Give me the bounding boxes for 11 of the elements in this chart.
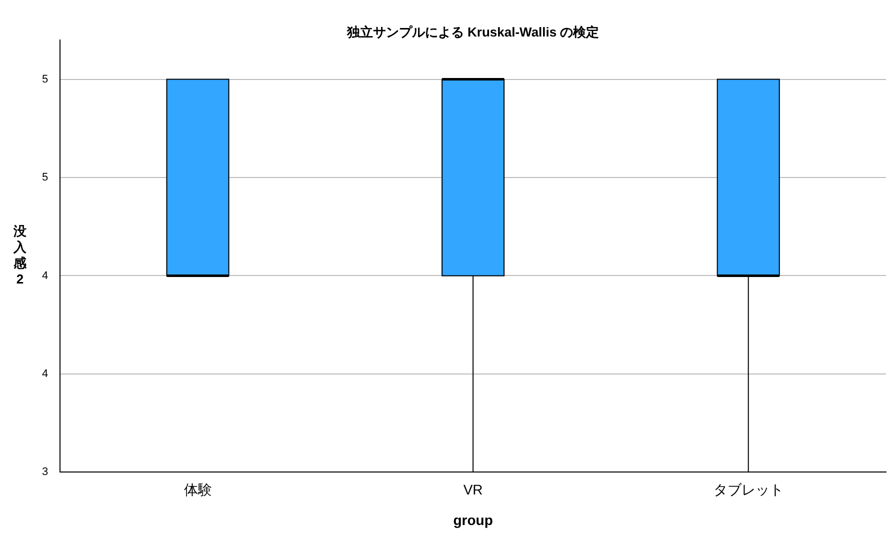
y-tick-label: 4: [42, 270, 48, 282]
chart-title: 独立サンプルによる Kruskal-Wallis の検定: [346, 24, 600, 40]
y-axis-title: 没入感2: [12, 224, 28, 287]
x-tick-label: VR: [463, 481, 483, 498]
x-axis-title: group: [453, 512, 493, 528]
y-tick-label: 4: [42, 368, 48, 380]
x-tick-label: 体験: [184, 481, 212, 498]
y-tick-label: 5: [42, 172, 48, 184]
y-tick-label: 5: [42, 73, 48, 86]
y-tick-label: 3: [42, 466, 48, 478]
x-tick-label: タブレット: [713, 481, 784, 498]
